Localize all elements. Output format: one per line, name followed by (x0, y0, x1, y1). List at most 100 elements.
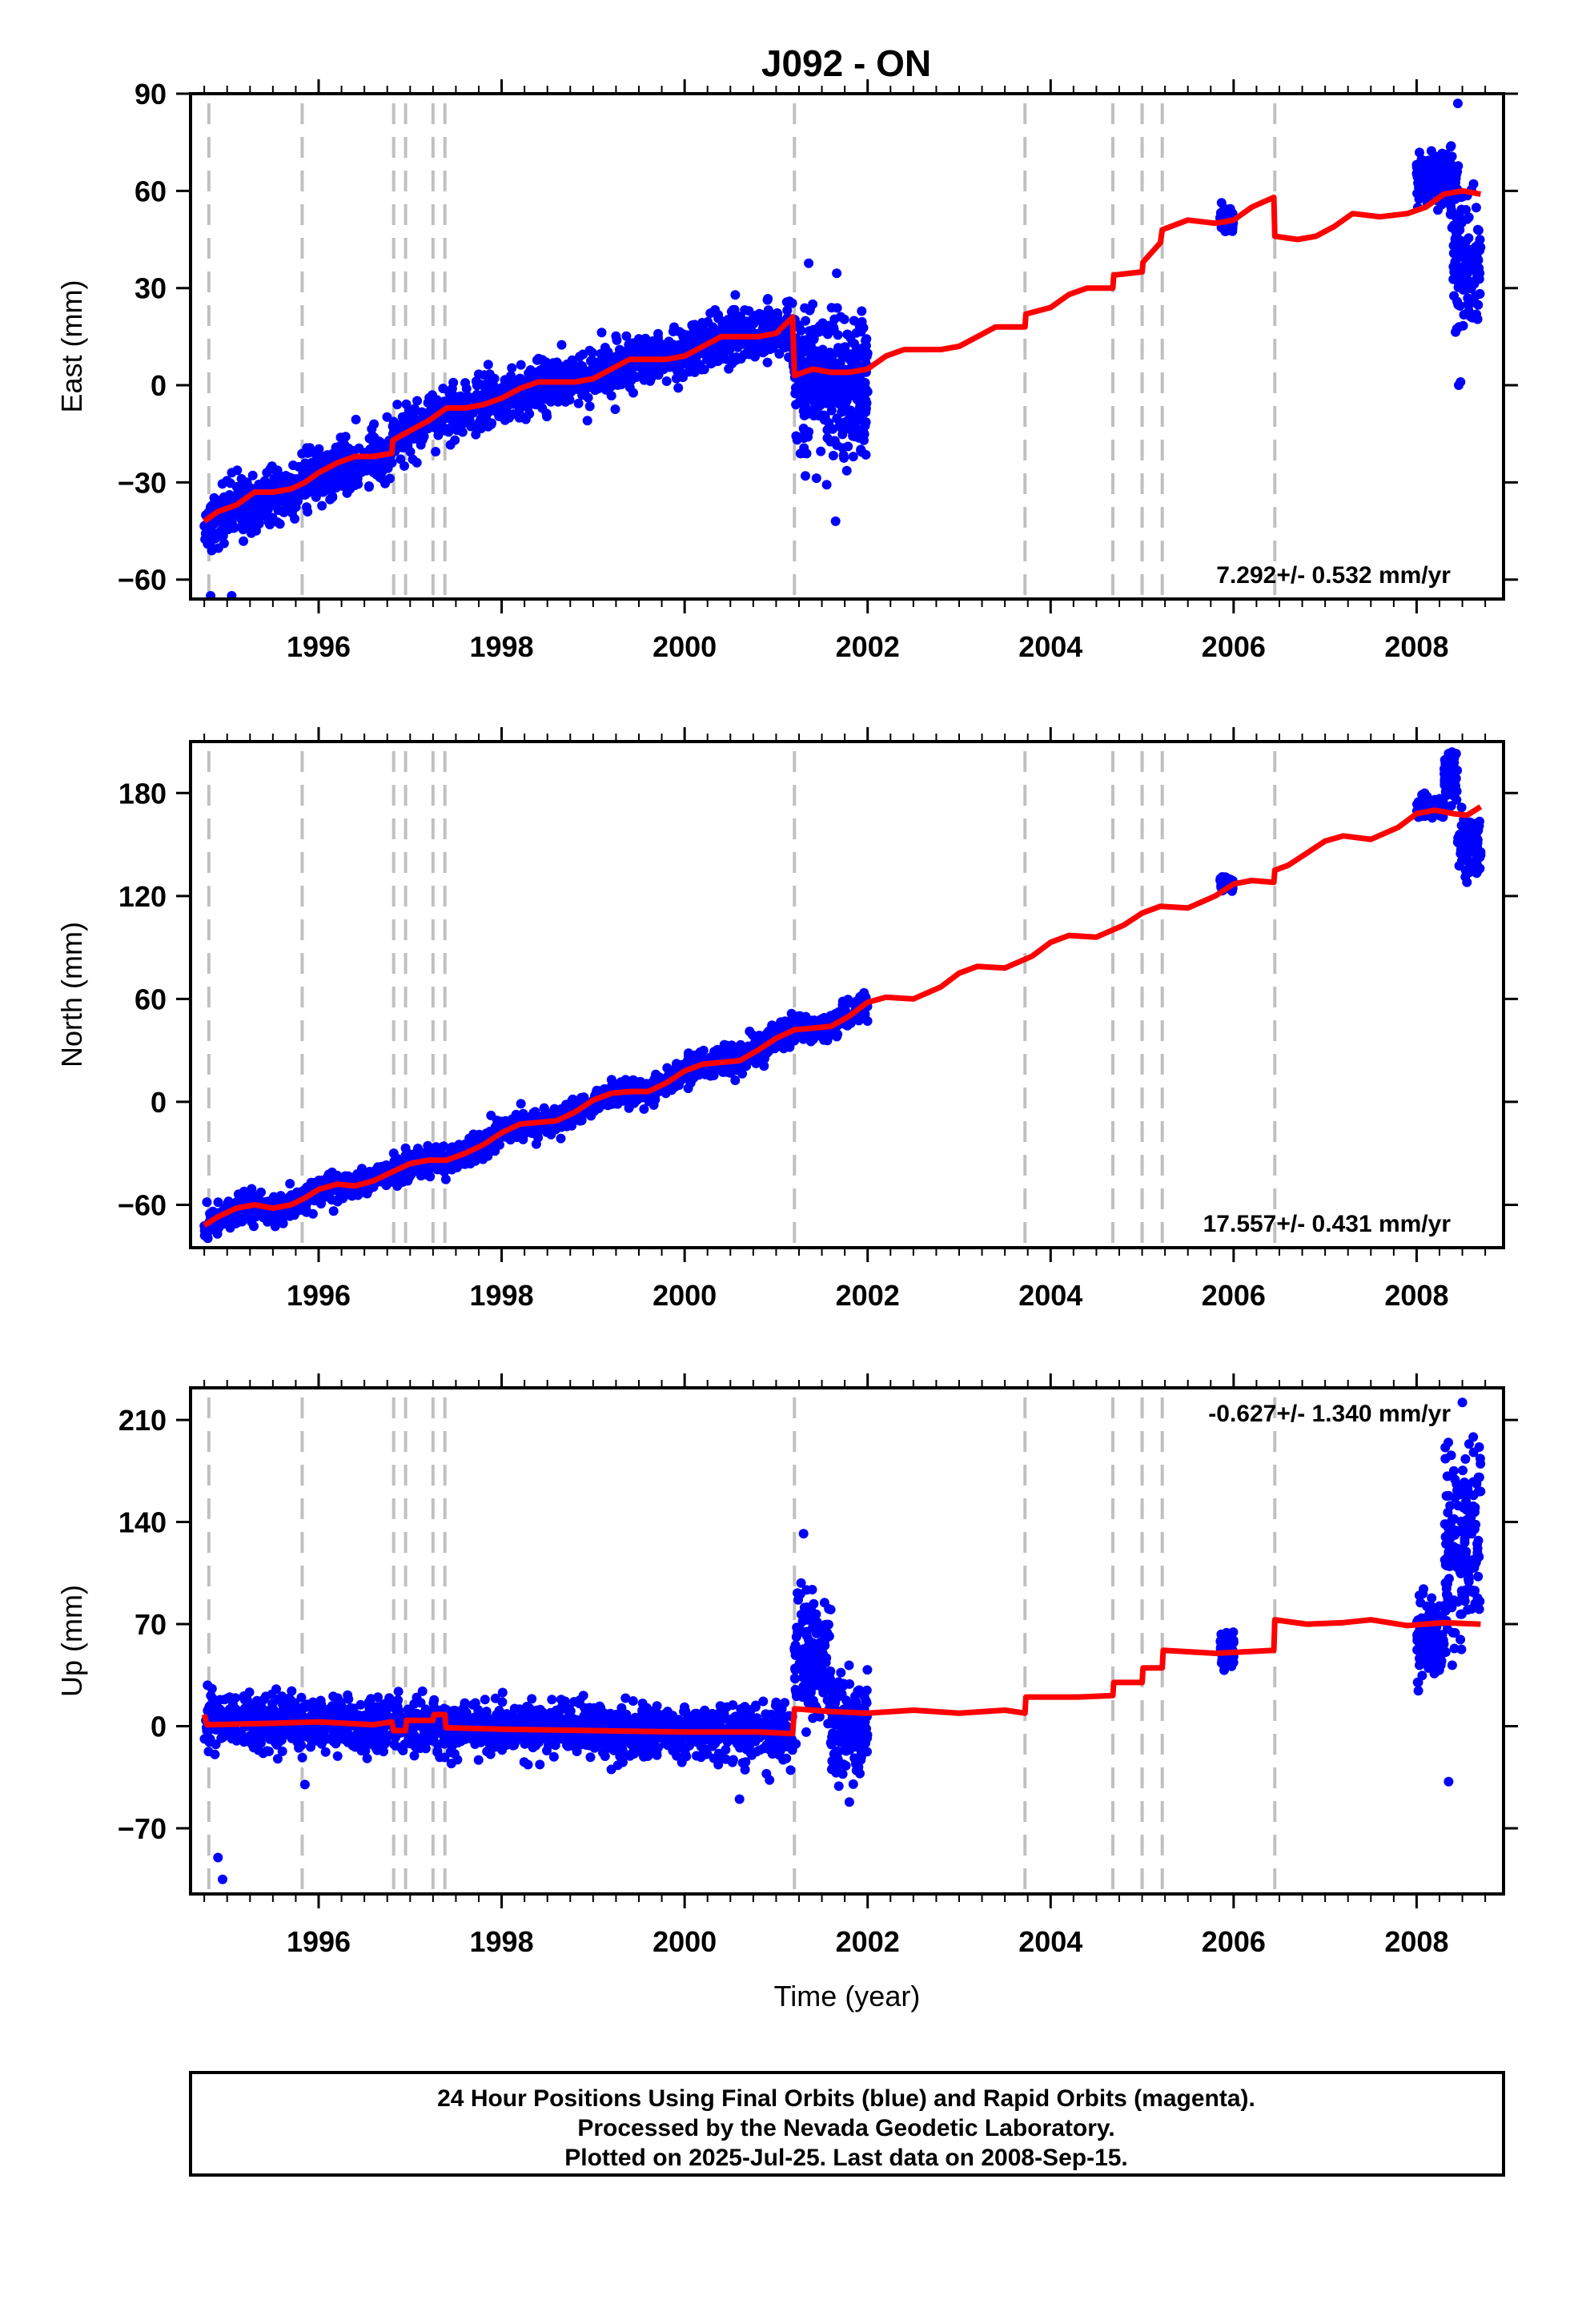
east-data-point (1455, 239, 1465, 250)
north-data-point (212, 1228, 223, 1239)
east-data-point (558, 388, 568, 399)
east-data-point (573, 398, 584, 408)
east-data-point (1428, 175, 1439, 186)
east-data-point (610, 404, 620, 414)
north-data-point (423, 1161, 433, 1172)
north-data-point (554, 1106, 564, 1116)
east-data-point (1459, 274, 1469, 284)
east-data-point (852, 343, 861, 353)
east-data-point (345, 484, 355, 494)
east-data-point (288, 501, 299, 510)
east-data-point (1454, 249, 1464, 259)
east-data-point (727, 358, 737, 368)
east-data-point (779, 343, 789, 353)
east-data-point (761, 339, 771, 349)
north-data-point (533, 1132, 544, 1143)
east-data-point (793, 380, 804, 391)
north-data-point (1448, 790, 1459, 801)
east-data-point (782, 305, 793, 316)
east-data-point (841, 465, 852, 476)
east-data-point (856, 404, 866, 414)
east-data-point (587, 348, 597, 358)
east-data-point (400, 443, 410, 452)
east-data-point (642, 375, 652, 384)
east-data-point (825, 436, 836, 447)
east-data-point (1449, 291, 1460, 301)
east-data-point (340, 432, 351, 442)
north-data-point (493, 1118, 504, 1128)
east-data-point (516, 360, 526, 370)
east-y-tick-label: −30 (118, 466, 167, 499)
north-data-point (323, 1169, 334, 1180)
east-data-point (239, 536, 249, 546)
east-data-point (400, 460, 409, 471)
east-data-point (1473, 225, 1484, 235)
east-data-point (279, 507, 289, 517)
east-data-point (401, 399, 412, 409)
north-data-point (1439, 769, 1450, 779)
east-data-point (542, 412, 552, 422)
east-data-point (689, 320, 700, 330)
east-data-point (331, 442, 341, 452)
east-data-point (645, 340, 655, 350)
north-data-point (416, 1148, 426, 1158)
east-data-point (380, 478, 390, 489)
east-data-point (748, 345, 758, 356)
east-data-point (828, 424, 838, 434)
east-data-point (1475, 289, 1485, 300)
east-data-point (450, 435, 460, 445)
east-data-point (837, 423, 847, 433)
north-data-point (315, 1197, 326, 1208)
north-data-point (748, 1030, 757, 1040)
east-data-point (506, 371, 516, 381)
east-data-point (444, 388, 455, 399)
east-data-point (673, 383, 684, 393)
north-data-point (845, 1018, 856, 1027)
east-data-point (1470, 264, 1480, 275)
east-data-point (808, 299, 818, 309)
east-data-point (812, 324, 822, 334)
east-data-point (1460, 284, 1471, 295)
north-data-point (468, 1129, 479, 1140)
east-data-point (801, 404, 812, 414)
east-data-point (840, 342, 850, 352)
east-data-point (397, 412, 408, 422)
north-data-point (1448, 767, 1459, 778)
east-data-point (303, 448, 313, 458)
east-y-tick-label: 60 (135, 175, 167, 207)
north-data-point (833, 1007, 844, 1017)
north-data-point (804, 1015, 814, 1026)
east-x-tick-label: 2002 (836, 630, 900, 663)
east-data-point (317, 501, 327, 511)
north-data-point (335, 1192, 345, 1203)
east-data-point (592, 382, 602, 392)
east-data-point (792, 435, 802, 445)
east-data-point (571, 362, 581, 372)
north-data-point (780, 1016, 790, 1027)
east-data-point (714, 352, 725, 363)
east-data-point (832, 268, 842, 279)
east-data-point (206, 591, 216, 599)
north-data-point (639, 1104, 649, 1114)
east-data-point (850, 410, 861, 420)
east-data-point (830, 516, 841, 526)
east-data-point (683, 359, 693, 369)
east-x-tick-label: 2004 (1018, 630, 1082, 663)
east-data-point (828, 450, 838, 460)
east-data-point (1452, 263, 1463, 273)
north-data-point (247, 1184, 257, 1194)
east-data-point (805, 380, 815, 391)
east-data-point (1416, 165, 1427, 175)
east-data-point (303, 487, 314, 497)
north-data-point (483, 1151, 493, 1161)
east-data-point (1448, 220, 1459, 231)
east-data-point (626, 363, 636, 373)
east-data-point (816, 446, 826, 456)
east-data-point (319, 452, 330, 462)
east-data-point (668, 340, 678, 350)
north-data-point (332, 1173, 343, 1184)
north-data-point (583, 1106, 593, 1116)
north-data-point (256, 1187, 266, 1197)
east-data-point (508, 409, 519, 420)
east-data-point (556, 340, 567, 350)
